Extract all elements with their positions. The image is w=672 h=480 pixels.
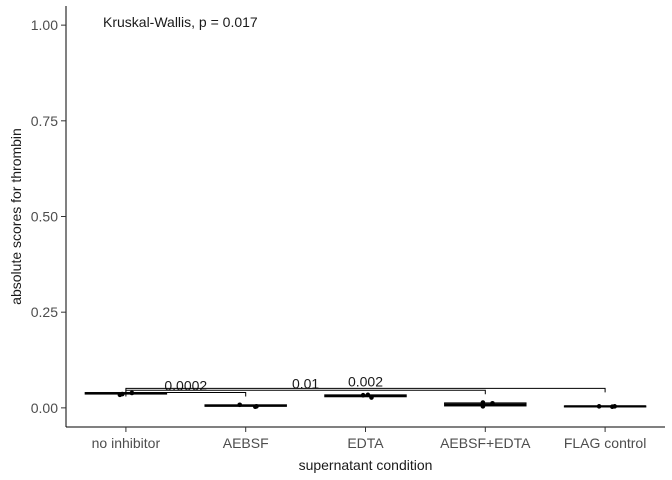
y-axis-title: absolute scores for thrombin xyxy=(8,128,24,305)
axes xyxy=(65,6,665,428)
data-point xyxy=(490,400,495,406)
data-point xyxy=(365,392,371,398)
x-tick-label: EDTA xyxy=(347,435,384,451)
data-point xyxy=(369,395,374,400)
bracket-line xyxy=(125,392,247,397)
data-point xyxy=(596,404,602,409)
y-tick-label: 0.50 xyxy=(31,209,58,225)
data-point xyxy=(254,404,259,409)
x-tick-label: FLAG control xyxy=(564,435,646,451)
kruskal-wallis-annotation: Kruskal-Wallis, p = 0.017 xyxy=(103,14,258,30)
y-ticks: 0.00 0.25 0.50 0.75 1.00 xyxy=(31,17,66,416)
p-value-label: 0.01 xyxy=(292,375,319,391)
data-point xyxy=(480,400,486,405)
box-group xyxy=(324,392,407,400)
p-value-label: 0.002 xyxy=(348,373,383,389)
comparison-bracket: 0.002 xyxy=(125,373,606,393)
comparison-brackets: 0.0002 0.01 0.002 xyxy=(125,373,606,397)
data-point xyxy=(237,402,243,408)
comparison-bracket: 0.0002 xyxy=(125,378,247,397)
x-axis-title: supernatant condition xyxy=(299,457,433,473)
x-tick-label: AEBSF xyxy=(223,435,269,451)
data-point xyxy=(360,392,366,398)
y-tick-label: 0.75 xyxy=(31,113,58,129)
bracket-line xyxy=(125,387,606,393)
x-tick-label: AEBSF+EDTA xyxy=(440,435,531,451)
box-group xyxy=(563,404,647,410)
box-group xyxy=(204,402,287,410)
y-tick-label: 1.00 xyxy=(31,17,58,33)
x-ticks: no inhibitor AEBSF EDTA AEBSF+EDTA FLAG cont… xyxy=(92,427,646,451)
data-point xyxy=(120,391,125,397)
y-tick-label: 0.00 xyxy=(31,400,58,416)
data-point xyxy=(612,404,617,409)
p-value-label: 0.0002 xyxy=(164,378,207,394)
x-tick-label: no inhibitor xyxy=(92,435,161,451)
box-group xyxy=(444,400,527,409)
y-tick-label: 0.25 xyxy=(31,304,58,320)
data-point xyxy=(480,404,486,409)
